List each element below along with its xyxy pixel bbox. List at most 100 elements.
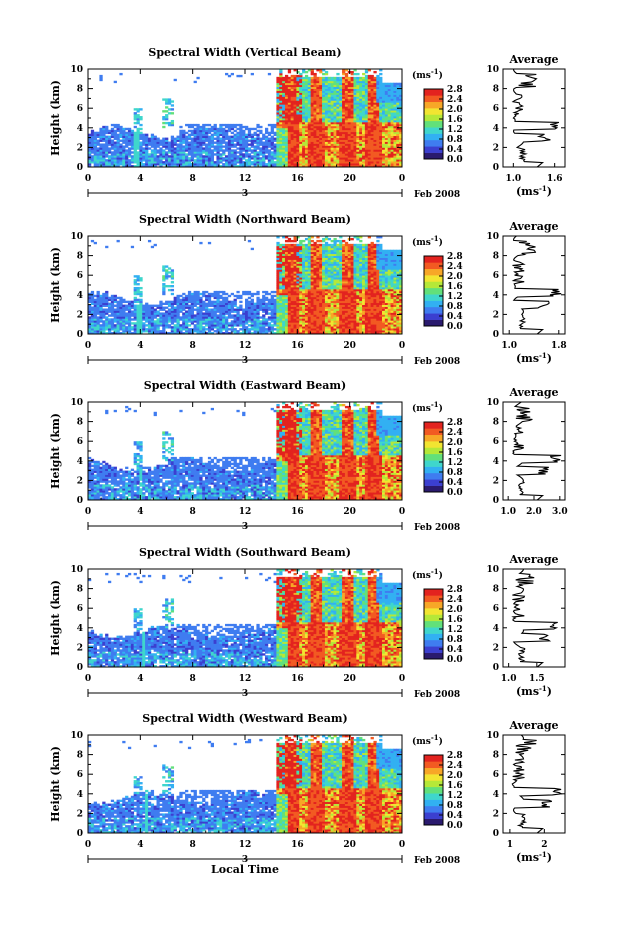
- heatmap-cell: [313, 145, 317, 148]
- heatmap-cell: [347, 139, 352, 142]
- heatmap-cell: [267, 155, 272, 158]
- heatmap-cell: [322, 118, 326, 121]
- heatmap-cell: [165, 151, 169, 154]
- heatmap-cell: [367, 76, 371, 80]
- heatmap-cell: [276, 108, 280, 111]
- heatmap-cell: [359, 139, 363, 142]
- heatmap-cell: [370, 102, 374, 105]
- heatmap-cell: [196, 306, 200, 309]
- heatmap-cell: [324, 145, 329, 148]
- heatmap-cell: [336, 86, 340, 89]
- heatmap-cell: [296, 88, 300, 91]
- heatmap-cell: [167, 145, 172, 148]
- heatmap-cell: [327, 82, 332, 86]
- heatmap-cell: [190, 141, 195, 144]
- heatmap-cell: [127, 153, 132, 156]
- heatmap-cell: [279, 121, 283, 125]
- heatmap-cell: [205, 294, 209, 298]
- heatmap-cell: [350, 78, 354, 82]
- heatmap-cell: [282, 131, 286, 135]
- heatmap-cell: [344, 131, 349, 135]
- heatmap-cell: [179, 163, 183, 166]
- heatmap-cell: [324, 131, 329, 135]
- heatmap-cell: [179, 137, 183, 140]
- heatmap-cell: [373, 112, 377, 115]
- heatmap-cell: [284, 151, 289, 154]
- heatmap-cell: [362, 125, 366, 129]
- heatmap-cell: [96, 161, 100, 164]
- heatmap-cell: [364, 70, 369, 74]
- heatmap-cell: [316, 118, 320, 121]
- heatmap-cell: [199, 155, 203, 158]
- heatmap-cell: [336, 110, 340, 113]
- heatmap-cell: [279, 98, 283, 101]
- heatmap-cell: [353, 131, 357, 135]
- heatmap-cell: [250, 149, 254, 152]
- heatmap-cell: [236, 290, 240, 294]
- heatmap-cell: [319, 82, 323, 86]
- heatmap-cell: [142, 141, 146, 144]
- heatmap-cell: [290, 143, 294, 146]
- heatmap-cell: [339, 145, 343, 148]
- heatmap-cell: [253, 302, 257, 305]
- heatmap-cell: [364, 78, 369, 82]
- heatmap-cell: [299, 106, 303, 109]
- heatmap-cell: [105, 127, 109, 131]
- heatmap-cell: [225, 157, 229, 160]
- heatmap-cell: [367, 131, 371, 135]
- heatmap-cell: [216, 161, 220, 164]
- heatmap-cell: [299, 139, 303, 142]
- heatmap-cell: [205, 161, 209, 164]
- heatmap-cell: [210, 145, 214, 148]
- heatmap-cell: [333, 82, 337, 86]
- heatmap-cell: [282, 98, 286, 101]
- heatmap-cell: [99, 74, 103, 78]
- heatmap-cell: [165, 159, 169, 162]
- heatmap-cell: [227, 153, 232, 156]
- heatmap-cell: [313, 114, 317, 117]
- heatmap-cell: [170, 137, 175, 140]
- heatmap-cell: [176, 163, 180, 166]
- heatmap-cell: [322, 82, 326, 86]
- heatmap-cell: [119, 145, 123, 148]
- heatmap-cell: [242, 133, 246, 137]
- heatmap-cell: [287, 116, 292, 119]
- heatmap-cell: [342, 155, 346, 158]
- heatmap-cell: [125, 139, 129, 142]
- heatmap-cell: [173, 165, 177, 168]
- heatmap-cell: [239, 135, 243, 138]
- heatmap-cell: [307, 118, 312, 121]
- heatmap-cell: [344, 94, 349, 97]
- heatmap-cell: [267, 72, 272, 76]
- heatmap-cell: [233, 135, 237, 138]
- heatmap-cell: [290, 76, 294, 80]
- heatmap-cell: [362, 82, 366, 86]
- heatmap-cell: [187, 133, 192, 137]
- heatmap-cell: [99, 143, 103, 146]
- heatmap-cell: [313, 72, 317, 76]
- heatmap-cell: [367, 141, 371, 144]
- heatmap-cell: [333, 86, 337, 89]
- heatmap-cell: [133, 108, 137, 111]
- heatmap-cell: [302, 159, 306, 162]
- heatmap-cell: [165, 143, 169, 146]
- heatmap-cell: [102, 153, 106, 156]
- heatmap-cell: [353, 143, 357, 146]
- heatmap-cell: [316, 119, 320, 123]
- heatmap-cell: [324, 159, 329, 162]
- heatmap-cell: [187, 141, 192, 144]
- heatmap-cell: [362, 123, 366, 127]
- heatmap-cell: [284, 104, 289, 107]
- heatmap-cell: [105, 147, 109, 150]
- heatmap-cell: [316, 100, 320, 103]
- heatmap-cell: [227, 143, 232, 146]
- heatmap-cell: [299, 127, 303, 131]
- heatmap-cell: [313, 123, 317, 127]
- heatmap-cell: [196, 129, 200, 133]
- heatmap-cell: [256, 147, 260, 150]
- heatmap-cell: [307, 112, 312, 115]
- heatmap-cell: [316, 102, 320, 105]
- heatmap-cell: [299, 76, 303, 80]
- heatmap-cell: [205, 133, 209, 137]
- heatmap-cell: [344, 98, 349, 101]
